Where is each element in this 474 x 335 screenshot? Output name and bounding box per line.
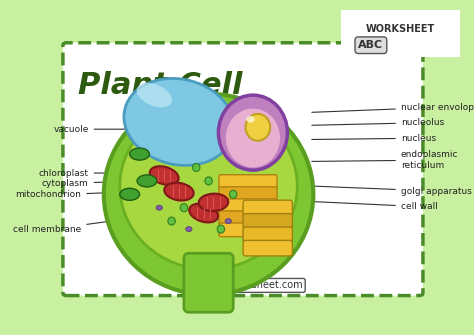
Text: golgi apparatus: golgi apparatus [312,186,472,196]
FancyBboxPatch shape [63,43,423,295]
FancyBboxPatch shape [219,175,277,188]
Text: Plant Cell: Plant Cell [78,71,242,100]
Ellipse shape [130,148,149,160]
FancyBboxPatch shape [243,200,292,216]
Ellipse shape [199,193,228,211]
Ellipse shape [104,94,313,295]
Ellipse shape [120,103,297,269]
FancyBboxPatch shape [219,223,277,237]
Ellipse shape [225,219,231,223]
Text: cytoplasm: cytoplasm [42,179,148,188]
FancyBboxPatch shape [243,227,292,243]
Ellipse shape [217,225,225,233]
Ellipse shape [168,217,175,225]
Ellipse shape [226,109,280,168]
Ellipse shape [164,182,193,201]
Text: ABC: ABC [358,40,383,50]
FancyBboxPatch shape [243,214,292,229]
Text: nucleus: nucleus [312,134,436,143]
Ellipse shape [180,204,188,212]
Ellipse shape [189,204,218,222]
Ellipse shape [246,116,255,123]
FancyBboxPatch shape [184,253,233,312]
Ellipse shape [205,177,212,185]
Text: chloroplast: chloroplast [39,169,148,178]
Text: nucleolus: nucleolus [312,118,444,127]
FancyBboxPatch shape [335,8,465,59]
Ellipse shape [219,95,287,170]
Ellipse shape [246,114,270,141]
Ellipse shape [186,227,192,231]
Ellipse shape [156,205,162,210]
Text: mitochondrion: mitochondrion [16,191,148,199]
Ellipse shape [229,190,237,198]
Ellipse shape [137,175,157,187]
Text: vacuole: vacuole [53,125,167,134]
FancyBboxPatch shape [219,211,277,224]
Text: nuclear envolope: nuclear envolope [312,103,474,112]
Ellipse shape [137,83,172,107]
Text: www.ABCworksheet.com: www.ABCworksheet.com [182,280,303,290]
FancyBboxPatch shape [219,199,277,212]
Ellipse shape [120,188,139,200]
Ellipse shape [192,163,200,172]
FancyBboxPatch shape [243,241,292,256]
Text: WORKSHEET: WORKSHEET [366,24,435,34]
Text: endoplasmic
reticulum: endoplasmic reticulum [312,150,458,170]
Text: cell membrane: cell membrane [13,216,148,234]
Ellipse shape [150,166,179,185]
FancyBboxPatch shape [219,187,277,200]
Ellipse shape [124,78,234,165]
Text: cell wall: cell wall [312,202,438,211]
